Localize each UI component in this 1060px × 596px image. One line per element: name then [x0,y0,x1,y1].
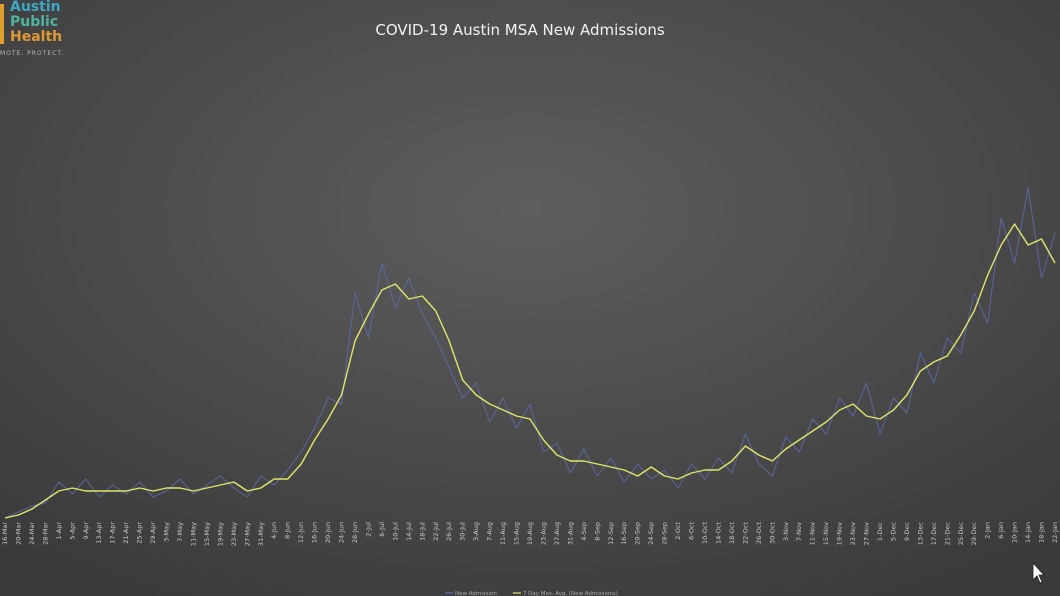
x-tick-label: 5-Apr [68,522,76,540]
x-tick-label: 14-Jan [1024,522,1032,543]
x-tick-label: 16-Jun [311,522,319,543]
x-tick-label: 24-Sep [647,522,655,545]
x-tick-label: 18-Oct [728,522,736,544]
x-tick-label: 25-Apr [136,522,144,544]
x-tick-label: 6-Oct [688,522,696,540]
legend-label: 7 Day Mov. Avg. (New Admissions) [523,591,618,596]
x-tick-label: 23-Aug [539,522,547,545]
x-tick-label: 2-Oct [674,522,682,540]
x-tick-label: 22-Jan [1051,522,1059,543]
x-tick-label: 21-Dec [943,522,951,546]
x-tick-label: 8-Sep [593,522,601,541]
x-tick-label: 19-Nov [836,522,844,545]
x-tick-label: 22-Oct [741,522,749,544]
x-tick-label: 17-Apr [109,522,117,544]
x-tick-label: 20-Sep [634,522,642,545]
x-tick-label: 28-Mar [41,522,49,545]
logo-tagline: MOTE. PROTECT. [0,50,64,57]
x-tick-label: 19-May [216,522,224,546]
x-tick-label: 20-Jun [324,522,332,543]
x-tick-label: 29-Apr [149,522,157,544]
x-tick-label: 15-May [203,522,211,546]
x-tick-label: 3-May [163,522,171,542]
x-tick-label: 17-Dec [930,522,938,546]
x-tick-label: 31-Aug [566,522,574,545]
x-tick-label: 10-Jul [391,522,399,541]
x-tick-label: 7-Aug [486,522,494,541]
series-line [4,223,1056,519]
x-tick-label: 30-Jul [459,522,467,541]
x-tick-label: 24-Jun [338,522,346,543]
x-tick-label: 8-Jun [284,522,292,539]
x-tick-label: 2-Jul [364,522,372,537]
x-tick-label: 10-Oct [701,522,709,544]
x-tick-label: 15-Aug [513,522,521,545]
x-tick-label: 29-Dec [970,522,978,546]
x-tick-label: 31-May [257,522,265,546]
x-tick-label: 3-Nov [782,522,790,541]
logo-bar [0,4,4,44]
x-tick-label: 27-Nov [863,522,871,545]
x-tick-label: 21-Apr [122,522,130,544]
x-tick-label: 13-Dec [916,522,924,546]
x-tick-label: 1-Dec [876,522,884,541]
x-tick-label: 4-Sep [580,522,588,541]
x-tick-label: 24-Mar [28,522,36,545]
x-tick-label: 25-Dec [957,522,965,546]
x-tick-label: 11-Nov [809,522,817,545]
logo-text: Health [10,29,62,45]
x-tick-label: 16-Sep [620,522,628,545]
x-tick-label: 3-Aug [472,522,480,541]
x-tick-label: 30-Oct [768,522,776,544]
x-tick-label: 6-Jul [378,522,386,537]
x-tick-label: 14-Jul [405,522,413,541]
x-tick-label: 23-May [230,522,238,546]
legend-label: New Admission [455,591,497,596]
x-tick-label: 23-Nov [849,522,857,545]
x-tick-label: 12-Sep [607,522,615,545]
mouse-cursor [1032,561,1045,584]
x-tick-label: 19-Aug [526,522,534,545]
x-tick-label: 6-Jan [997,522,1005,539]
logo-text: Austin [10,0,61,15]
x-tick-label: 20-Mar [14,522,22,545]
x-tick-label: 16-Mar [1,522,9,545]
x-tick-label: 2-Jan [984,522,992,539]
x-tick-label: 22-Jul [432,522,440,541]
x-tick-label: 5-Dec [889,522,897,541]
x-tick-label: 26-Oct [755,522,763,544]
x-tick-label: 13-Apr [95,522,103,544]
logo-text: Public [10,14,58,30]
x-tick-label: 1-Apr [55,522,63,540]
x-tick-label: 7-May [176,522,184,542]
x-tick-label: 28-Jun [351,522,359,543]
x-tick-label: 12-Jun [297,522,305,543]
x-tick-label: 27-May [243,522,251,546]
x-tick-label: 4-Jun [270,522,278,539]
x-tick-label: 14-Oct [714,522,722,544]
x-tick-label: 11-Aug [499,522,507,545]
x-tick-label: 15-Nov [822,522,830,545]
x-tick-label: 7-Nov [795,522,803,541]
x-tick-label: 9-Apr [82,522,90,540]
x-tick-label: 27-Aug [553,522,561,545]
x-tick-label: 9-Dec [903,522,911,541]
x-tick-label: 11-May [189,522,197,546]
x-tick-label: 18-Jan [1038,522,1046,543]
x-tick-label: 18-Jul [418,522,426,541]
series-line [4,187,1056,519]
x-tick-label: 28-Sep [661,522,669,545]
x-tick-label: 26-Jul [445,522,453,541]
chart-title: COVID-19 Austin MSA New Admissions [375,21,664,39]
x-tick-label: 10-Jan [1011,522,1019,543]
